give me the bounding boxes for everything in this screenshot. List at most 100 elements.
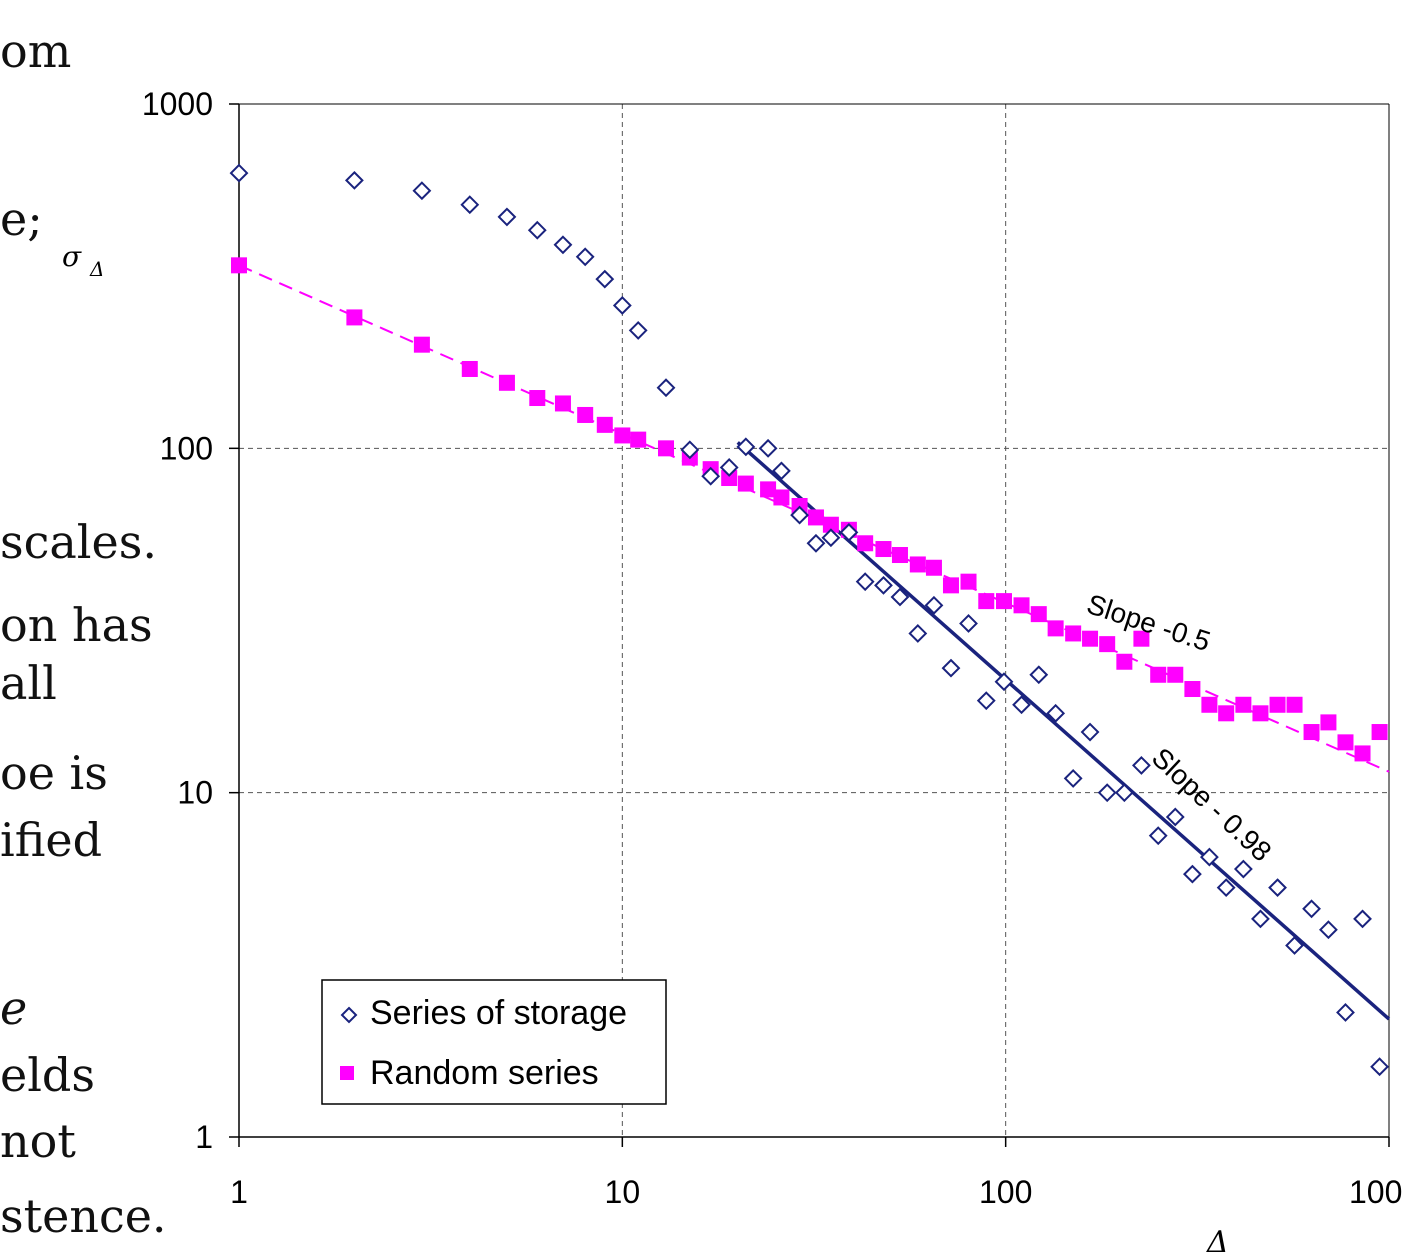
data-point-storage [874, 575, 893, 595]
data-point-storage [595, 269, 615, 289]
y-axis-label-subscript: Δ [89, 257, 104, 281]
data-point-random [891, 547, 908, 564]
x-tick-label: 100 [1349, 1174, 1402, 1210]
background-text-line: stence. [0, 1189, 167, 1243]
background-text-line: oe is [0, 746, 108, 800]
legend-marker-storage [340, 1006, 358, 1024]
data-point-random [1082, 630, 1099, 647]
data-point-storage [771, 461, 791, 481]
data-point-random [1184, 681, 1201, 698]
data-point-random [1133, 630, 1150, 647]
data-point-random [1047, 620, 1064, 637]
data-point-random [1337, 734, 1354, 751]
data-point-random [1116, 653, 1133, 670]
series-random [231, 257, 1388, 762]
data-point-storage [1268, 878, 1287, 898]
data-point-storage [1080, 722, 1100, 742]
legend: Series of storage Random series [321, 979, 667, 1105]
y-tick-label: 100 [160, 430, 213, 466]
background-text-line: scales. [0, 515, 157, 569]
data-point-random [822, 516, 839, 533]
data-point-storage [680, 440, 700, 460]
legend-box [321, 979, 667, 1105]
data-point-storage [1336, 1003, 1355, 1022]
data-point-storage [575, 247, 595, 267]
data-point-storage [790, 505, 810, 525]
data-point-storage [1046, 703, 1066, 723]
data-point-storage [701, 466, 721, 486]
data-point-random [577, 406, 594, 423]
plot-border [238, 103, 1390, 1138]
data-point-storage [497, 207, 517, 227]
background-text-line: om [0, 24, 72, 78]
x-tick-label: 100 [979, 1174, 1032, 1210]
data-point-storage [1148, 826, 1168, 846]
data-point-random [1354, 745, 1371, 762]
data-point-storage [941, 658, 961, 678]
data-point-storage [719, 458, 739, 477]
data-point-random [960, 573, 977, 590]
data-point-storage [1165, 807, 1185, 827]
data-point-storage [839, 522, 859, 542]
data-point-storage [1182, 864, 1202, 884]
data-point-random [498, 374, 515, 391]
data-point-random [1167, 666, 1184, 683]
data-point-random [413, 336, 430, 353]
data-point-storage [344, 170, 364, 190]
data-point-storage [1114, 783, 1134, 803]
data-point-storage [758, 438, 778, 458]
background-text-line: elds [0, 1048, 95, 1102]
background-text-line: all [0, 656, 57, 710]
legend-label-storage: Series of storage [370, 994, 627, 1032]
data-point-storage [736, 437, 756, 457]
data-point-storage [553, 235, 573, 255]
data-point-random [773, 489, 790, 506]
data-point-storage [1370, 1057, 1389, 1077]
data-point-storage [229, 163, 249, 183]
data-point-random [1150, 666, 1167, 683]
data-point-storage [1251, 909, 1270, 929]
data-point-random [1030, 606, 1047, 623]
data-point-storage [994, 672, 1014, 692]
data-point-random [807, 509, 824, 526]
data-point-storage [1012, 695, 1031, 715]
data-point-random [857, 535, 874, 552]
data-point-storage [855, 572, 875, 592]
y-tick-label: 1000 [142, 86, 213, 122]
data-point-storage [1233, 859, 1253, 879]
data-point-random [1235, 696, 1252, 713]
data-point-random [1320, 714, 1337, 731]
y-axis-label: σ [62, 240, 82, 273]
data-point-random [1252, 705, 1269, 722]
data-point-random [1201, 696, 1218, 713]
data-point-random [875, 541, 892, 558]
background-text-line: on has [0, 598, 153, 652]
data-point-storage [821, 528, 841, 548]
data-point-random [346, 309, 363, 326]
annotation-slope-storage: Slope - 0.98 [1146, 742, 1278, 868]
background-text-line: e; [0, 192, 43, 246]
data-point-random [1099, 636, 1116, 653]
data-point-storage [924, 595, 944, 615]
legend-label-random: Random series [370, 1054, 599, 1092]
data-point-random [1269, 696, 1286, 713]
x-tick-label: 10 [605, 1174, 641, 1210]
data-point-random [737, 475, 754, 492]
data-point-storage [656, 378, 676, 398]
data-point-random [721, 470, 738, 487]
background-text-line: ified [0, 813, 103, 867]
data-point-random [658, 440, 675, 457]
data-point-storage [959, 614, 978, 633]
data-point-storage [1285, 936, 1304, 955]
grid [239, 104, 1389, 1137]
data-point-storage [890, 587, 910, 607]
data-point-storage [908, 624, 928, 643]
data-point-storage [1302, 899, 1321, 919]
data-point-random [760, 481, 777, 498]
data-point-random [995, 593, 1012, 610]
data-point-storage [1319, 920, 1338, 940]
axis-ticks: 1 10 100 1000 1 10 100 100 [142, 86, 1403, 1210]
x-axis-label: Δ [1206, 1225, 1229, 1260]
data-point-random [614, 427, 631, 444]
